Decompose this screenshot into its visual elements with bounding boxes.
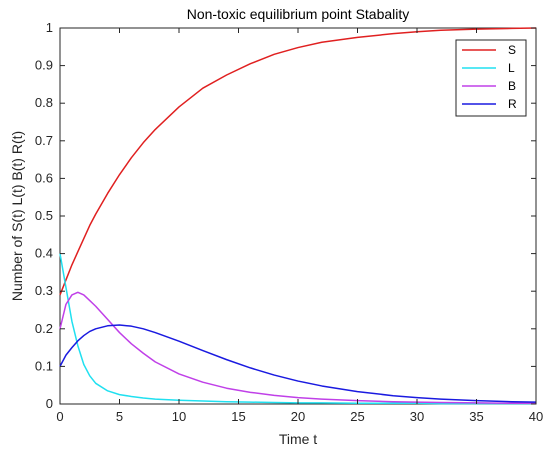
legend-label-B: B <box>508 79 516 93</box>
x-tick-label: 10 <box>172 409 186 424</box>
y-tick-label: 0.5 <box>35 208 53 223</box>
x-tick-label: 0 <box>56 409 63 424</box>
y-tick-label: 0.2 <box>35 321 53 336</box>
y-tick-label: 0.7 <box>35 133 53 148</box>
y-axis-label: Number of S(t) L(t) B(t) R(t) <box>9 131 25 301</box>
y-tick-label: 0.6 <box>35 170 53 185</box>
x-tick-label: 40 <box>529 409 543 424</box>
y-tick-label: 0.8 <box>35 95 53 110</box>
series-layer <box>59 27 537 405</box>
x-tick-label: 35 <box>469 409 483 424</box>
legend-label-L: L <box>508 61 515 75</box>
x-tick-label: 5 <box>116 409 123 424</box>
y-tick-label: 0.9 <box>35 58 53 73</box>
y-tick-label: 0 <box>46 396 53 411</box>
series-line-R <box>59 324 537 403</box>
x-axis-ticks: 0 5 10 15 20 25 30 35 40 <box>56 28 543 424</box>
series-line-L <box>59 253 536 405</box>
x-axis-label: Time t <box>279 431 317 447</box>
series-line-B <box>59 291 536 404</box>
series-line-S <box>59 27 537 296</box>
x-tick-label: 30 <box>410 409 424 424</box>
y-axis-ticks: 0 0.1 0.2 0.3 0.4 0.5 0.6 0.7 0.8 0.9 1 <box>35 20 536 411</box>
y-tick-label: 1 <box>46 20 53 35</box>
chart-title: Non-toxic equilibrium point Stabality <box>187 6 410 22</box>
legend-label-S: S <box>508 43 516 57</box>
x-tick-label: 20 <box>291 409 305 424</box>
x-tick-label: 15 <box>231 409 245 424</box>
y-tick-label: 0.4 <box>35 246 53 261</box>
y-tick-label: 0.1 <box>35 358 53 373</box>
x-tick-label: 25 <box>350 409 364 424</box>
y-tick-label: 0.3 <box>35 283 53 298</box>
legend-label-R: R <box>508 97 517 111</box>
